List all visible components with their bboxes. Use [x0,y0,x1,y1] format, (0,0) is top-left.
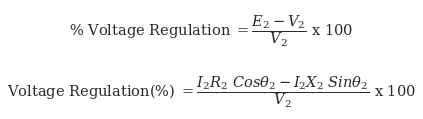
Text: % Voltage Regulation $= \dfrac{E_2 - V_2}{V_2}$ x 100: % Voltage Regulation $= \dfrac{E_2 - V_2… [69,13,354,49]
Text: Voltage Regulation(%) $= \dfrac{I_2R_2\ Cos\theta_2 - I_2X_2\ Sin\theta_2}{V_2}$: Voltage Regulation(%) $= \dfrac{I_2R_2\ … [7,75,416,111]
